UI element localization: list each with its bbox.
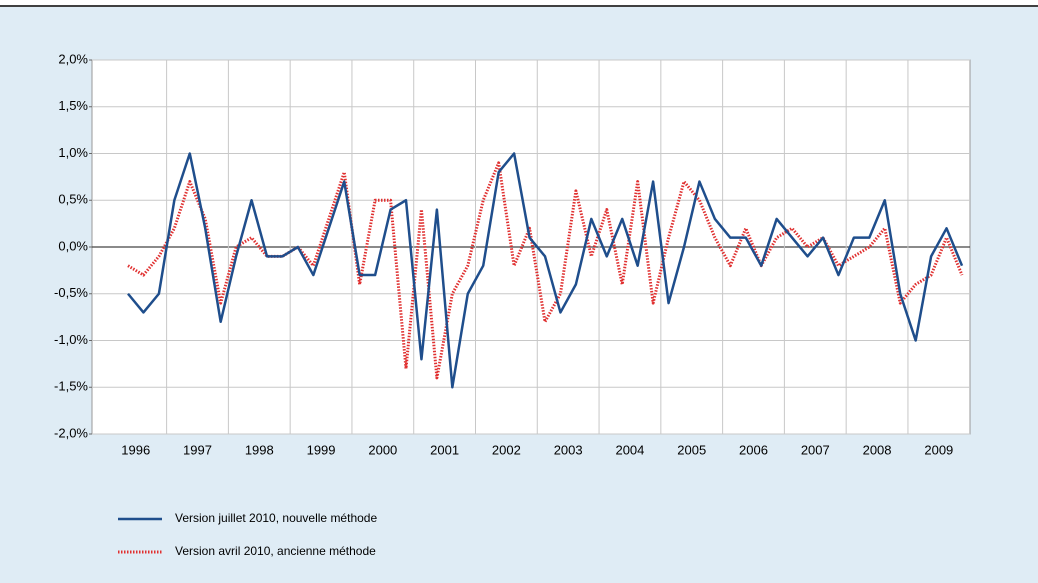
y-tick-label: -0,5%: [54, 285, 88, 300]
x-tick-label: 1996: [121, 442, 150, 457]
y-tick-label: 1,5%: [58, 98, 88, 113]
x-tick-label: 2004: [615, 442, 644, 457]
y-tick-label: 2,0%: [58, 51, 88, 66]
x-tick-label: 2009: [924, 442, 953, 457]
y-tick-label: 0,0%: [58, 238, 88, 253]
y-tick-label: 1,0%: [58, 145, 88, 160]
x-tick-label: 2003: [554, 442, 583, 457]
x-tick-label: 2008: [863, 442, 892, 457]
legend-label: Version juillet 2010, nouvelle méthode: [175, 511, 377, 525]
legend-label: Version avril 2010, ancienne méthode: [175, 544, 376, 558]
series-line: [127, 152, 964, 389]
x-tick-label: 2007: [801, 442, 830, 457]
y-tick-label: -2,0%: [54, 425, 88, 440]
x-tick-label: 2002: [492, 442, 521, 457]
x-tick-label: 2005: [677, 442, 706, 457]
y-tick-label: -1,5%: [54, 379, 88, 394]
x-tick-label: 1999: [307, 442, 336, 457]
x-tick-label: 1997: [183, 442, 212, 457]
x-tick-label: 2000: [368, 442, 397, 457]
y-tick-label: -1,0%: [54, 332, 88, 347]
x-tick-label: 1998: [245, 442, 274, 457]
y-tick-label: 0,5%: [58, 192, 88, 207]
x-tick-label: 2006: [739, 442, 768, 457]
x-tick-label: 2001: [430, 442, 459, 457]
